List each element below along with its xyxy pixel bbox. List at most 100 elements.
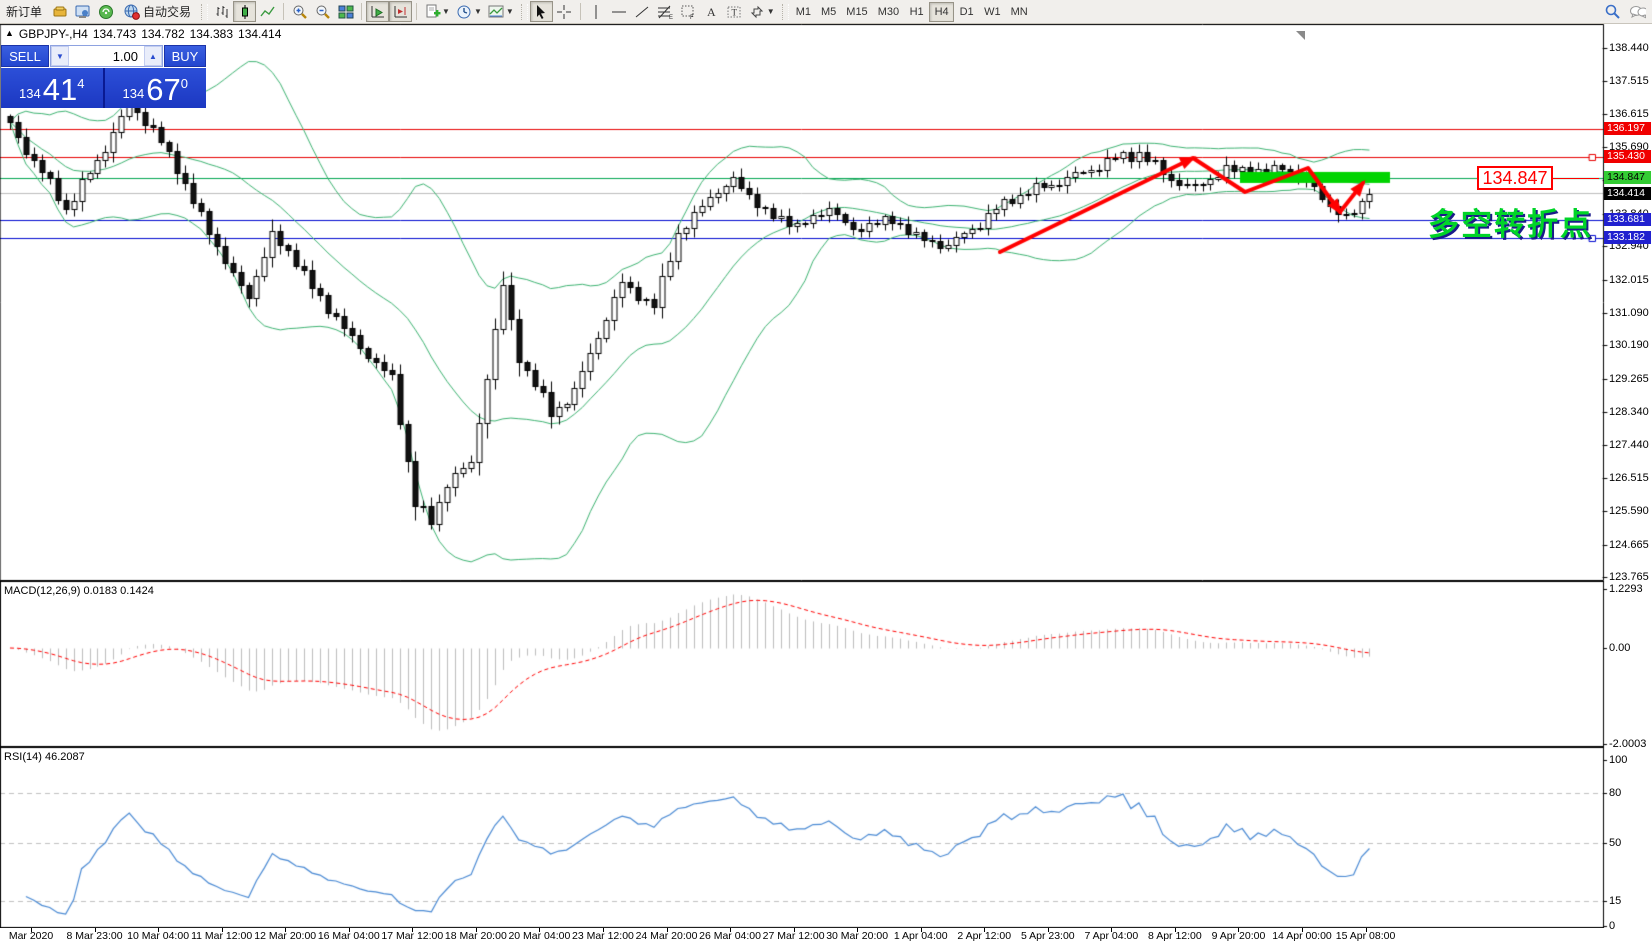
market-watch-icon[interactable] [48, 1, 71, 22]
toolbar-right [1604, 3, 1646, 20]
timeframe-MN[interactable]: MN [1010, 5, 1028, 18]
price-level-badge: 133.182 [1604, 231, 1651, 245]
price-callout-box[interactable]: 134.847 [1477, 166, 1553, 190]
bar-chart-icon[interactable] [210, 1, 233, 22]
time-axis-label: 24 Mar 20:00 [635, 930, 698, 942]
horizontal-line-icon[interactable] [608, 1, 631, 22]
chat-icon[interactable] [1629, 3, 1646, 20]
sell-button[interactable]: SELL [1, 45, 49, 67]
timeframe-bar: M1 M5 M15 M30 H1 H4 D1 W1 MN [791, 1, 1033, 22]
zoom-in-icon[interactable] [288, 1, 311, 22]
zoom-out-icon[interactable] [311, 1, 334, 22]
time-axis-label: 26 Mar 04:00 [699, 930, 761, 942]
chevron-down-icon: ▼ [505, 7, 514, 16]
main-chart-canvas[interactable] [0, 24, 1652, 581]
templates-button[interactable]: ▼ [485, 1, 517, 22]
time-axis-tick [539, 928, 540, 932]
fibonacci-grid-icon[interactable]: F [677, 1, 700, 22]
sell-price-big: 41 [42, 72, 78, 107]
volume-increase-button[interactable]: ▲ [144, 46, 162, 66]
trendline-icon[interactable] [631, 1, 654, 22]
chart-shift-marker[interactable] [1296, 31, 1305, 40]
new-order-button[interactable]: 新订单 [0, 1, 48, 22]
sell-price-base: 134 [19, 86, 41, 101]
price-axis-label: 128.340 [1609, 406, 1649, 419]
timeframe-H1[interactable]: H1 [909, 5, 924, 18]
time-axis-tick [476, 928, 477, 932]
buy-price-pip: 0 [180, 76, 188, 91]
auto-scroll-icon[interactable] [366, 1, 390, 22]
macd-pane-canvas[interactable] [0, 581, 1652, 747]
svg-text:T: T [732, 7, 738, 17]
price-axis-label: 126.515 [1609, 471, 1649, 484]
new-order-label: 新订单 [6, 5, 43, 19]
svg-text:F: F [690, 15, 694, 20]
buy-price-button[interactable]: 134 67 0 [104, 68, 206, 108]
time-axis-label: 12 Mar 20:00 [254, 930, 317, 942]
buy-price-big: 67 [146, 72, 181, 107]
time-axis-tick [95, 928, 96, 932]
toolbar-separator [361, 3, 363, 20]
time-axis-label: 9 Apr 20:00 [1211, 930, 1266, 942]
vertical-line-icon[interactable] [585, 1, 608, 22]
timeframe-H4[interactable]: H4 [929, 1, 955, 22]
direction-up-icon: ▲ [5, 28, 14, 38]
timeframe-M30[interactable]: M30 [877, 5, 900, 18]
buy-button[interactable]: BUY [164, 45, 206, 67]
time-axis-label: 8 Mar 23:00 [66, 930, 123, 942]
crosshair-icon[interactable] [553, 1, 576, 22]
chart-shift-icon[interactable] [389, 1, 413, 22]
timeframe-W1[interactable]: W1 [984, 5, 1001, 18]
time-axis-tick [1238, 928, 1239, 932]
time-axis-label: 17 Mar 12:00 [381, 930, 444, 942]
time-axis-tick [1175, 928, 1176, 932]
time-axis-tick [857, 928, 858, 932]
auto-trading-button[interactable]: 自动交易 [117, 1, 197, 22]
timeframe-M5[interactable]: M5 [821, 5, 837, 18]
search-icon[interactable] [1604, 3, 1621, 20]
arrows-tool-button[interactable]: ▼ [746, 1, 778, 22]
toolbar-separator [283, 3, 285, 20]
fibonacci-icon[interactable]: E [654, 1, 677, 22]
timeframe-M1[interactable]: M1 [795, 5, 811, 18]
timeframe-D1[interactable]: D1 [959, 5, 974, 18]
time-axis-tick [921, 928, 922, 932]
cursor-icon[interactable] [529, 1, 553, 22]
text-tool-icon[interactable]: A [700, 1, 723, 22]
time-axis-tick [1366, 928, 1367, 932]
candlestick-chart-icon[interactable] [233, 1, 257, 22]
time-axis-tick [794, 928, 795, 932]
time-axis-tick [984, 928, 985, 932]
toolbar-grip [520, 3, 528, 20]
volume-decrease-button[interactable]: ▼ [51, 46, 69, 66]
toolbar-grip [201, 3, 209, 20]
rsi-axis-label: 15 [1609, 895, 1622, 908]
volume-input[interactable]: 1.00 [112, 48, 138, 64]
time-axis-label: 11 Mar 12:00 [191, 930, 253, 942]
time-axis-tick [603, 928, 604, 932]
time-axis-label: 23 Mar 12:00 [572, 930, 634, 942]
price-axis-label: 127.440 [1609, 438, 1649, 451]
time-axis-label: 1 Apr 04:00 [893, 930, 948, 942]
time-axis-tick [1048, 928, 1049, 932]
sell-price-button[interactable]: 134 41 4 [1, 68, 103, 108]
signals-icon[interactable] [94, 1, 117, 22]
chevron-down-icon: ▼ [473, 7, 482, 16]
rsi-axis-label: 80 [1609, 786, 1622, 799]
indicators-button[interactable]: ▼ [421, 1, 453, 22]
time-axis-tick [158, 928, 159, 932]
quote-open: 134.743 [92, 27, 137, 41]
timeframe-M15[interactable]: M15 [846, 5, 868, 18]
tile-windows-icon[interactable] [334, 1, 357, 22]
periods-button[interactable]: ▼ [453, 1, 485, 22]
line-chart-icon[interactable] [256, 1, 279, 22]
price-axis-label: 136.615 [1609, 107, 1649, 120]
text-label-icon[interactable]: T [723, 1, 746, 22]
price-axis-label: 132.015 [1609, 273, 1649, 286]
navigator-icon[interactable] [71, 1, 94, 22]
time-axis-label: 27 Mar 12:00 [762, 930, 825, 942]
time-axis-tick [1302, 928, 1303, 932]
price-level-badge: 134.847 [1604, 171, 1651, 185]
turning-point-annotation[interactable]: 多空转折点 [1428, 207, 1593, 242]
rsi-pane-canvas[interactable] [0, 747, 1652, 928]
